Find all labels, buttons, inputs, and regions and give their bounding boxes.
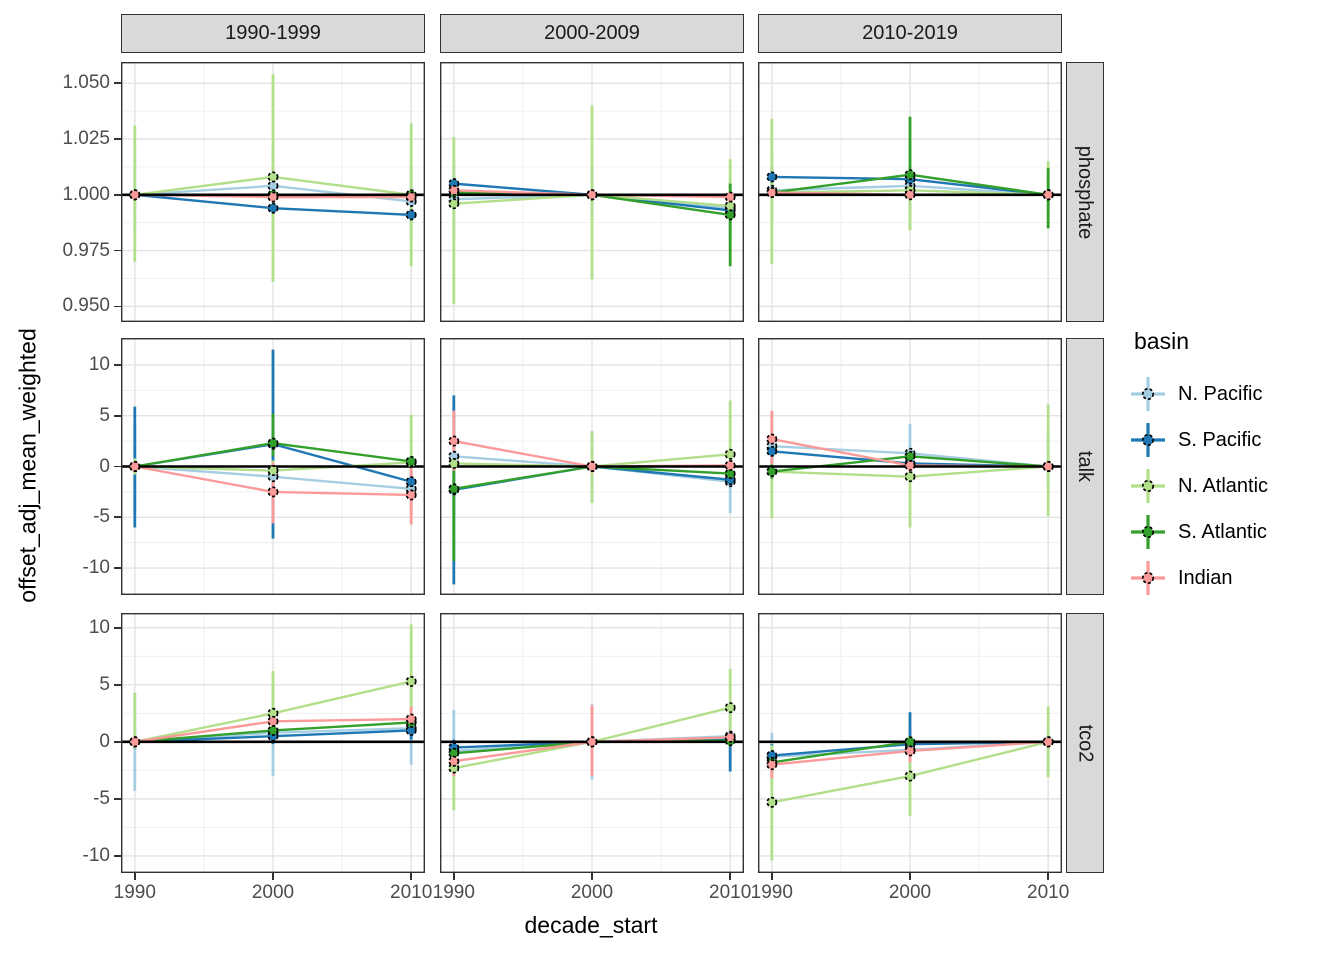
x-tick-label: 2000	[888, 882, 932, 903]
y-tick-mark	[114, 567, 121, 569]
x-tick-label: 1990	[432, 882, 475, 903]
facet-row-label: tco2	[1074, 724, 1097, 762]
y-tick-label: -5	[93, 506, 110, 528]
x-tick-label: 2010	[709, 882, 752, 903]
legend-key-icon	[1131, 515, 1165, 549]
y-tick-mark	[114, 249, 121, 252]
y-tick-label: 10	[88, 616, 110, 638]
y-tick-label: 1.050	[62, 72, 110, 94]
x-tick-mark	[1047, 873, 1049, 880]
y-tick-mark	[114, 414, 121, 417]
x-tick-label: 2010	[390, 882, 433, 903]
y-tick-label: 10	[88, 353, 110, 375]
x-tick-label: 2010	[1027, 882, 1070, 903]
legend-entry-s-atlantic: S. Atlantic	[1128, 509, 1268, 555]
x-tick-mark	[909, 873, 911, 880]
legend-entry-label: N. Pacific	[1178, 382, 1263, 405]
panel-talk-2010-2019	[758, 338, 1062, 595]
y-tick-label: 0.975	[62, 239, 110, 261]
y-tick-label: -10	[82, 844, 110, 866]
legend-title: basin	[1134, 328, 1189, 354]
legend-entry-indian: Indian	[1128, 555, 1268, 601]
legend-entry-label: S. Pacific	[1178, 428, 1262, 451]
y-tick-label: 0	[99, 730, 110, 752]
legend-key-icon	[1131, 377, 1165, 411]
facet-col-label: 1990-1999	[225, 22, 321, 44]
panel-talk-2000-2009	[440, 338, 744, 595]
y-tick-mark	[114, 364, 121, 366]
y-tick-label: 5	[99, 673, 110, 695]
legend-key-icon	[1131, 561, 1165, 595]
legend: basin N. Pacific S. Pacific N. Atlantic S. …	[1128, 328, 1268, 601]
y-tick-label: 1.000	[62, 183, 110, 205]
y-tick-label: -5	[93, 787, 110, 809]
y-tick-mark	[114, 465, 121, 468]
facet-col-strip-2010-2019: 2010-2019	[758, 14, 1062, 53]
panel-phosphate-2010-2019	[758, 62, 1062, 322]
y-tick-mark	[114, 138, 121, 140]
y-tick-label: -10	[82, 557, 110, 579]
legend-entry-label: N. Atlantic	[1178, 474, 1269, 497]
facet-row-strip-phosphate: phosphate	[1066, 62, 1104, 322]
x-axis-title: decade_start	[524, 912, 658, 938]
panel-tco2-2000-2009	[440, 613, 744, 873]
y-tick-mark	[114, 82, 121, 84]
panel-phosphate-1990-1999	[121, 62, 425, 322]
y-tick-mark	[114, 741, 121, 743]
facet-row-strip-tco2: tco2	[1066, 613, 1104, 873]
legend-entry-s-pacific: S. Pacific	[1128, 417, 1268, 463]
y-tick-label: 1.025	[62, 127, 110, 149]
y-tick-mark	[114, 305, 121, 308]
facet-row-label: phosphate	[1074, 145, 1097, 239]
y-tick-label: 5	[99, 404, 110, 426]
facet-col-strip-1990-1999: 1990-1999	[121, 14, 425, 53]
y-tick-label: 0	[99, 455, 110, 477]
panel-tco2-1990-1999	[121, 613, 425, 873]
y-tick-mark	[114, 855, 121, 857]
legend-entries: N. Pacific S. Pacific N. Atlantic S. Atlant…	[1128, 371, 1268, 601]
facet-col-label: 2010-2019	[862, 22, 958, 44]
y-tick-mark	[114, 516, 121, 519]
y-tick-mark	[114, 627, 121, 629]
x-tick-label: 1990	[750, 882, 793, 903]
legend-entry-label: S. Atlantic	[1178, 520, 1267, 543]
panel-phosphate-2000-2009	[440, 62, 744, 322]
facet-row-label: talk	[1074, 450, 1097, 483]
x-tick-mark	[453, 873, 455, 880]
y-tick-mark	[114, 193, 121, 196]
facet-col-label: 2000-2009	[544, 22, 640, 44]
facet-row-strip-talk: talk	[1066, 338, 1104, 595]
x-tick-label: 1990	[113, 882, 156, 903]
y-tick-label: 0.950	[62, 295, 110, 317]
legend-entry-n-atlantic: N. Atlantic	[1128, 463, 1268, 509]
x-tick-mark	[591, 873, 593, 880]
legend-entry-n-pacific: N. Pacific	[1128, 371, 1268, 417]
x-tick-mark	[134, 873, 136, 880]
facet-col-strip-2000-2009: 2000-2009	[440, 14, 744, 53]
y-tick-mark	[114, 684, 121, 686]
legend-entry-label: Indian	[1178, 566, 1233, 589]
x-tick-label: 2000	[570, 882, 614, 903]
x-tick-label: 2000	[251, 882, 295, 903]
panel-talk-1990-1999	[121, 338, 425, 595]
legend-key-icon	[1131, 423, 1165, 457]
legend-key-icon	[1131, 469, 1165, 503]
x-tick-mark	[410, 873, 412, 880]
x-tick-mark	[771, 873, 773, 880]
x-tick-mark	[272, 873, 274, 880]
x-tick-mark	[729, 873, 731, 880]
panel-tco2-2010-2019	[758, 613, 1062, 873]
y-tick-mark	[114, 798, 121, 800]
